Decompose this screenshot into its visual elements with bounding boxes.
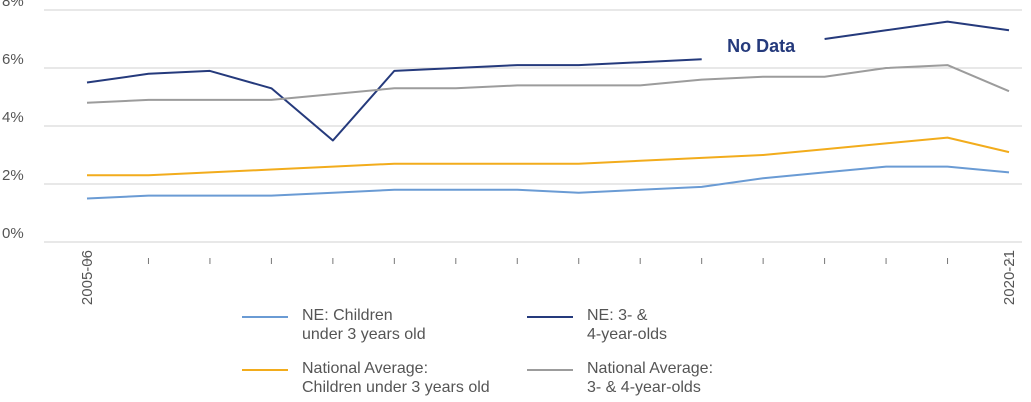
legend-swatch bbox=[527, 316, 573, 318]
y-tick-label: 0% bbox=[2, 225, 24, 242]
legend-swatch bbox=[527, 369, 573, 371]
legend-label: NE: 3- & 4-year-olds bbox=[587, 307, 668, 343]
y-tick-label: 6% bbox=[2, 51, 24, 68]
series-line-3 bbox=[86, 64, 1010, 104]
series-line-1 bbox=[824, 20, 1010, 40]
x-axis-ticks: 2005-06 2020-21 bbox=[79, 250, 1018, 305]
x-tick-label: 2005-06 bbox=[79, 250, 96, 305]
series-line-0 bbox=[86, 165, 1010, 200]
legend-swatch bbox=[242, 369, 288, 371]
y-tick-label: 2% bbox=[2, 167, 24, 184]
legend-label: NE: Children under 3 years old bbox=[302, 307, 426, 343]
y-tick-label: 8% bbox=[2, 0, 24, 10]
series-line-1 bbox=[86, 58, 702, 142]
x-tick-label: 2020-21 bbox=[1001, 250, 1018, 305]
series-line-2 bbox=[87, 136, 1010, 177]
legend-label: National Average: Children under 3 years… bbox=[302, 360, 490, 396]
gridlines bbox=[44, 9, 1022, 243]
y-tick-label: 4% bbox=[2, 109, 24, 126]
series-lines bbox=[86, 20, 1010, 200]
legend-label: National Average: 3- & 4-year-olds bbox=[587, 360, 714, 396]
no-data-annotation: No Data bbox=[727, 36, 796, 56]
y-axis-tick-labels: 0% 2% 4% 6% 8% bbox=[2, 0, 24, 242]
legend-swatch bbox=[242, 316, 288, 318]
